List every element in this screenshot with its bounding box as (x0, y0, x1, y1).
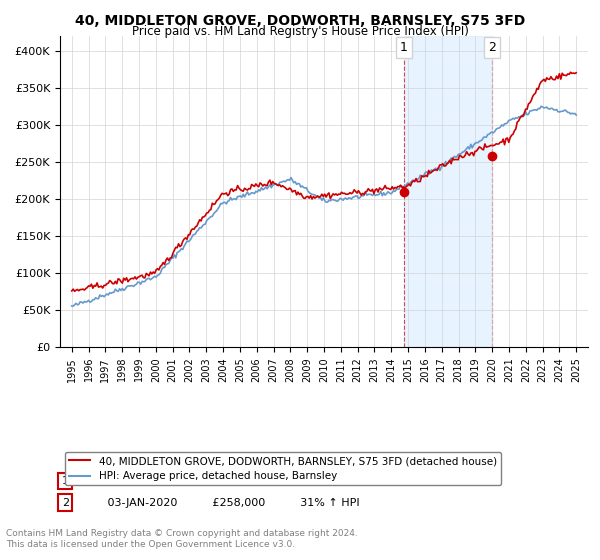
Text: 40, MIDDLETON GROVE, DODWORTH, BARNSLEY, S75 3FD: 40, MIDDLETON GROVE, DODWORTH, BARNSLEY,… (75, 14, 525, 28)
Text: 1: 1 (400, 41, 408, 54)
Text: 03-JAN-2020          £258,000          31% ↑ HPI: 03-JAN-2020 £258,000 31% ↑ HPI (97, 498, 359, 507)
Legend: 40, MIDDLETON GROVE, DODWORTH, BARNSLEY, S75 3FD (detached house), HPI: Average : 40, MIDDLETON GROVE, DODWORTH, BARNSLEY,… (65, 452, 501, 486)
Bar (404, 36, 492, 347)
Text: Contains HM Land Registry data © Crown copyright and database right 2024.
This d: Contains HM Land Registry data © Crown c… (6, 529, 358, 549)
Text: 2: 2 (488, 41, 496, 54)
Text: 26-SEP-2014          £209,950          28% ↑ HPI: 26-SEP-2014 £209,950 28% ↑ HPI (97, 476, 361, 486)
Text: 1: 1 (62, 476, 69, 486)
Text: Price paid vs. HM Land Registry's House Price Index (HPI): Price paid vs. HM Land Registry's House … (131, 25, 469, 38)
Text: 2: 2 (62, 498, 69, 507)
